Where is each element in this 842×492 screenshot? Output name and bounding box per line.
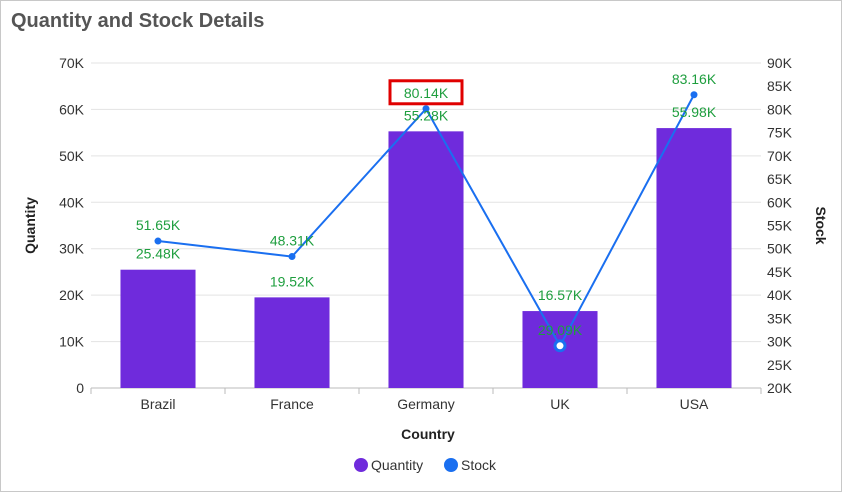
bar-quantity[interactable] <box>388 131 464 389</box>
y2-axis-tick-label: 60K <box>767 194 793 210</box>
stock-point[interactable] <box>288 253 296 261</box>
x-axis-tick-label: UK <box>550 396 570 412</box>
y-axis-tick-label: 10K <box>59 334 85 350</box>
legend-quantity-label[interactable]: Quantity <box>371 457 423 473</box>
y-axis-tick-label: 50K <box>59 148 85 164</box>
y-axis-tick-label: 70K <box>59 55 85 71</box>
stock-point-selected[interactable] <box>553 339 567 353</box>
x-axis-tick-label: Brazil <box>140 396 175 412</box>
y2-axis-tick-label: 30K <box>767 334 793 350</box>
y2-axis-tick-label: 65K <box>767 171 793 187</box>
stock-point[interactable] <box>690 91 698 99</box>
x-axis-tick-label: Germany <box>397 396 455 412</box>
line-data-label: 29.09K <box>538 322 583 338</box>
y2-axis-tick-label: 35K <box>767 310 793 326</box>
y2-axis-tick-label: 25K <box>767 357 793 373</box>
bar-data-label: 19.52K <box>270 273 315 289</box>
y-axis-tick-label: 0 <box>76 380 84 396</box>
y2-axis-tick-label: 40K <box>767 287 793 303</box>
chart-title: Quantity and Stock Details <box>11 10 265 32</box>
y2-axis-tick-label: 75K <box>767 125 793 141</box>
bar-quantity[interactable] <box>254 297 330 388</box>
y2-axis-tick-label: 50K <box>767 241 793 257</box>
y2-axis-tick-label: 20K <box>767 380 793 396</box>
line-data-label: 51.65K <box>136 217 181 233</box>
legend-stock-marker[interactable] <box>444 458 458 472</box>
line-data-label: 83.16K <box>672 71 717 87</box>
highlight-box <box>388 79 464 106</box>
line-data-label: 48.31K <box>270 233 315 249</box>
bar-data-label: 55.28K <box>404 107 449 123</box>
line-data-label: 80.14K <box>404 85 449 101</box>
y2-axis-tick-label: 45K <box>767 264 793 280</box>
bar-data-label: 25.48K <box>136 246 181 262</box>
y2-axis-tick-label: 85K <box>767 78 793 94</box>
y-axis-tick-label: 60K <box>59 101 85 117</box>
x-axis-title: Country <box>401 426 455 442</box>
legend-quantity-marker[interactable] <box>354 458 368 472</box>
bar-quantity[interactable] <box>656 128 732 388</box>
y-axis-tick-label: 30K <box>59 241 85 257</box>
stock-point[interactable] <box>422 105 430 113</box>
bar-data-label: 16.57K <box>538 287 583 303</box>
stock-point[interactable] <box>154 237 162 245</box>
x-axis-tick-label: USA <box>680 396 709 412</box>
y-axis-title: Quantity <box>22 197 38 254</box>
bar-data-label: 55.98K <box>672 104 717 120</box>
x-axis-tick-label: France <box>270 396 314 412</box>
y-axis-tick-label: 40K <box>59 194 85 210</box>
bar-quantity[interactable] <box>120 269 196 388</box>
y2-axis-tick-label: 90K <box>767 55 793 71</box>
y2-axis-tick-label: 70K <box>767 148 793 164</box>
y2-axis-tick-label: 55K <box>767 218 793 234</box>
legend-stock-label[interactable]: Stock <box>461 457 497 473</box>
y-axis-tick-label: 20K <box>59 287 85 303</box>
y2-axis-tick-label: 80K <box>767 101 793 117</box>
y2-axis-title: Stock <box>813 206 829 244</box>
